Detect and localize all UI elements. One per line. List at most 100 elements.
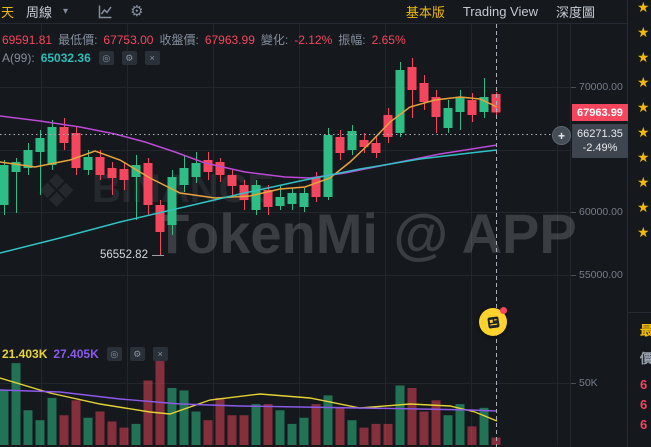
chevron-down-icon[interactable]: ▾ <box>63 6 69 17</box>
clipped-text-fragment: 6 <box>640 397 648 412</box>
volume-bar <box>107 421 117 445</box>
tab-trading-view[interactable]: Trading View <box>462 4 538 19</box>
candle-body <box>71 133 81 168</box>
volume-bar <box>275 410 285 445</box>
news-floating-button[interactable] <box>479 307 507 336</box>
binance-logo-watermark: ❖ <box>36 164 77 218</box>
volume-ma-line <box>0 389 498 412</box>
candle-body <box>191 163 201 177</box>
watchlist-star-icon[interactable]: ★ <box>637 199 650 215</box>
volume-bar <box>479 407 489 445</box>
low-price-annotation: 56552.82 <box>100 249 164 261</box>
low-label: 最低價: <box>58 33 98 47</box>
watchlist-star-icon[interactable]: ★ <box>637 174 650 190</box>
volume-indicator-row: 21.403K 27.405K ◎ ⚙ × <box>2 347 168 361</box>
candle-body <box>251 185 261 210</box>
volume-bar <box>179 390 189 445</box>
volume-ma-line <box>0 377 498 422</box>
volume-bar <box>287 423 297 445</box>
candle-body <box>479 97 489 112</box>
notification-dot <box>500 307 507 314</box>
volume-bar <box>0 390 9 445</box>
volume-bar <box>419 411 429 445</box>
chart-settings-icon[interactable]: ⚙ <box>130 3 144 20</box>
volume-bar <box>491 437 501 445</box>
candle-body <box>347 131 357 150</box>
price-ma-line <box>0 96 498 199</box>
last-price-badge[interactable]: 67963.99 <box>572 104 628 121</box>
watchlist-star-icon[interactable]: ★ <box>637 24 650 40</box>
ohlc-info-bar: 69591.81 最低價: 67753.00 收盤價: 67963.99 變化:… <box>2 31 406 48</box>
volume-bar <box>11 363 21 445</box>
volume-bar <box>395 385 405 445</box>
watchlist-star-icon[interactable]: ★ <box>637 124 650 140</box>
volume-bar <box>455 404 465 445</box>
chart-mode-tabs: 基本版 Trading View 深度圖 <box>406 0 595 23</box>
volume-bar <box>467 426 477 445</box>
candle-body <box>215 162 225 175</box>
volume-bar <box>431 400 441 445</box>
volume-bar <box>35 420 45 445</box>
watchlist-star-icon[interactable]: ★ <box>637 224 650 240</box>
volume-bar <box>383 423 393 445</box>
volume-bar <box>347 420 357 445</box>
timeframe-tab-week[interactable]: 周線 <box>26 5 53 20</box>
gear-icon[interactable]: ⚙ <box>121 51 137 65</box>
add-alert-button[interactable]: + <box>552 126 571 145</box>
candle-body <box>143 163 153 205</box>
watchlist-star-icon[interactable]: ★ <box>637 49 650 65</box>
amplitude-value: 2.65% <box>371 32 406 47</box>
axis-label-60000: 60000.00 <box>571 206 623 218</box>
clipped-text-fragment: 6 <box>640 377 648 392</box>
candle-body <box>167 177 177 225</box>
indicator-icon[interactable] <box>98 4 113 19</box>
watchlist-star-icon[interactable]: ★ <box>637 99 650 115</box>
candle-body <box>467 100 477 115</box>
volume-bar <box>155 350 165 445</box>
vol-ma-slow-value: 27.405K <box>53 347 99 361</box>
volume-bar <box>227 415 237 445</box>
timeframe-tab-day[interactable]: 天 <box>1 5 15 20</box>
tokenmi-watermark: TokenMi @ APP <box>155 202 577 265</box>
tab-depth-chart[interactable]: 深度圖 <box>555 5 595 20</box>
eye-icon[interactable]: ◎ <box>106 347 122 361</box>
volume-bar <box>131 423 141 445</box>
candle-body <box>11 162 21 172</box>
candle-body <box>227 175 237 186</box>
volume-bar <box>191 411 201 445</box>
candle-body <box>371 143 381 153</box>
close-label: 收盤價: <box>159 33 199 47</box>
clipped-text-fragment: 6 <box>640 417 648 432</box>
candle-body <box>395 70 405 133</box>
candle-body <box>23 150 33 168</box>
right-panel-divider <box>627 0 628 447</box>
tab-basic-version[interactable]: 基本版 <box>405 5 445 20</box>
volume-bar <box>47 397 57 445</box>
close-icon[interactable]: × <box>144 51 160 65</box>
amplitude-label: 振幅: <box>338 33 366 47</box>
volume-bar <box>371 423 381 445</box>
watchlist-star-icon[interactable]: ★ <box>637 74 650 90</box>
close-value: 67963.99 <box>204 32 255 47</box>
watchlist-star-icon[interactable]: ★ <box>637 0 650 15</box>
candle-body <box>419 83 429 102</box>
watchlist-star-icon[interactable]: ★ <box>637 149 650 165</box>
volume-bar <box>143 380 153 445</box>
axis-label-70000: 70000.00 <box>571 81 623 93</box>
candle-body <box>179 168 189 185</box>
candle-body <box>359 140 369 147</box>
volume-bar <box>119 427 129 445</box>
crosshair-change: -2.49% <box>582 142 618 154</box>
close-icon[interactable]: × <box>152 347 168 361</box>
clipped-panel-text: 最價 6 6 6 <box>639 0 651 447</box>
candle-body <box>203 160 213 172</box>
gear-icon[interactable]: ⚙ <box>129 347 145 361</box>
candle-body <box>383 115 393 137</box>
candle-body <box>263 190 273 207</box>
ma-indicator-row: A(99): 65032.36 ◎ ⚙ × <box>2 51 160 65</box>
candle-body <box>107 168 117 178</box>
candle-body <box>323 135 333 197</box>
eye-icon[interactable]: ◎ <box>98 51 114 65</box>
volume-bar <box>323 395 333 445</box>
